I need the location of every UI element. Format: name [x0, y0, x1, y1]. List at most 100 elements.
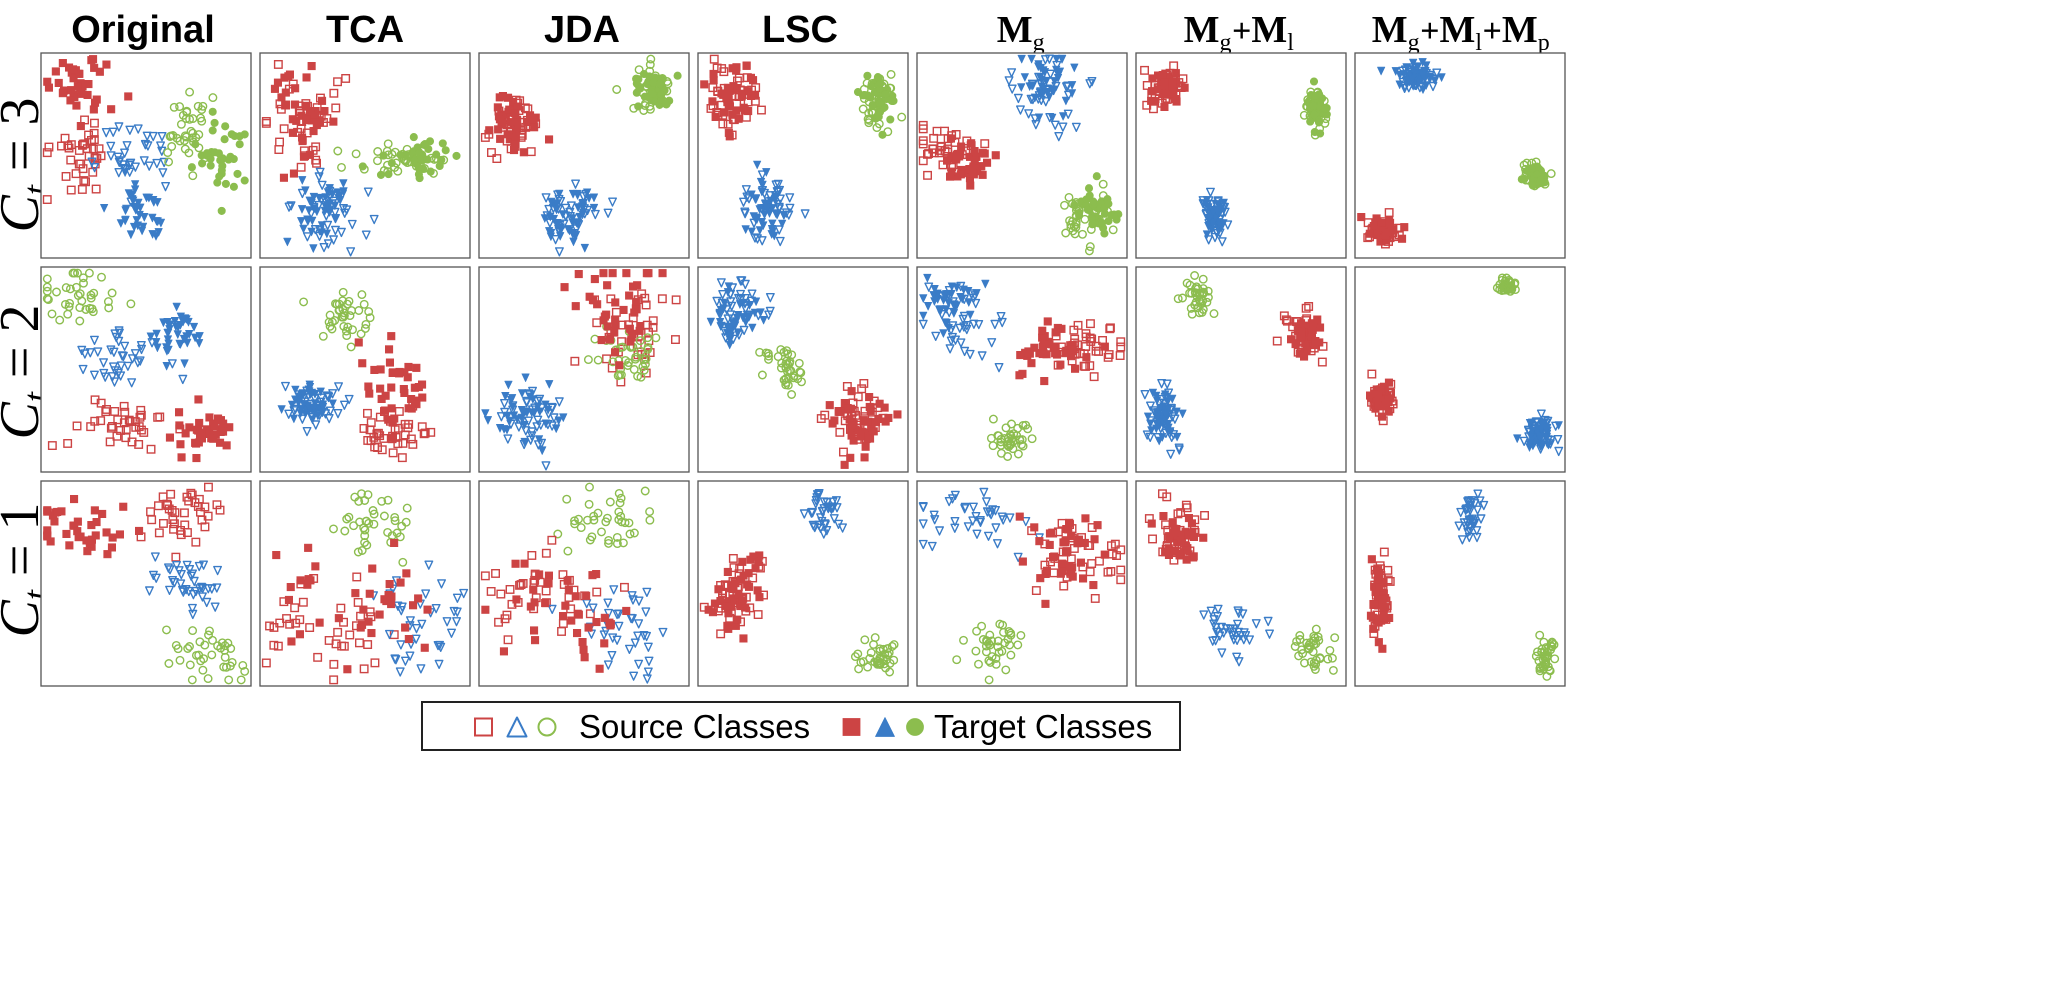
point-target-class1 [308, 216, 317, 226]
point-target-class1 [1205, 214, 1214, 224]
point-source-class0 [487, 148, 496, 158]
point-source-class2 [1070, 229, 1080, 239]
point-target-class0 [1030, 523, 1039, 532]
point-source-class1 [106, 345, 116, 355]
point-target-class2 [217, 166, 226, 175]
point-source-class1 [396, 640, 406, 650]
legend-box [421, 701, 1181, 751]
point-target-class1 [513, 415, 522, 424]
point-source-class0 [486, 587, 496, 596]
point-source-class1 [411, 634, 421, 644]
point-target-class1 [750, 308, 760, 318]
point-source-class2 [1071, 219, 1081, 229]
point-source-class1 [191, 586, 201, 597]
point-target-class0 [219, 427, 228, 436]
point-source-class1 [116, 361, 126, 371]
point-source-class0 [1384, 208, 1394, 218]
point-source-class1 [284, 202, 294, 212]
point-source-class0 [66, 155, 76, 165]
point-source-class1 [346, 247, 356, 257]
point-source-class2 [1061, 228, 1071, 238]
point-target-class1 [568, 214, 577, 223]
point-target-class2 [452, 151, 461, 160]
point-source-class2 [1499, 283, 1509, 293]
point-target-class0 [1381, 602, 1390, 611]
point-target-class1 [520, 420, 529, 430]
point-target-class1 [762, 168, 771, 177]
point-source-class1 [311, 420, 321, 430]
point-source-class1 [716, 278, 726, 288]
point-source-class0 [366, 418, 376, 428]
point-source-class0 [835, 427, 845, 437]
point-target-class0 [828, 419, 837, 428]
point-source-class0 [329, 88, 339, 98]
point-target-class1 [126, 230, 135, 239]
point-source-class2 [188, 114, 198, 124]
point-target-class1 [547, 197, 556, 207]
point-target-class0 [1165, 89, 1174, 98]
point-source-class0 [359, 664, 369, 674]
point-target-class0 [1383, 228, 1392, 237]
point-source-class1 [1464, 496, 1474, 506]
point-source-class0 [547, 535, 557, 545]
point-target-class0 [1168, 518, 1177, 527]
point-target-class1 [1017, 54, 1026, 64]
point-source-class0 [1066, 554, 1076, 564]
panel-r1-c5 [1135, 266, 1347, 473]
point-target-class1 [534, 435, 544, 444]
point-target-class2 [1528, 181, 1537, 190]
point-source-class2 [1190, 271, 1200, 280]
point-target-class0 [77, 89, 86, 98]
point-source-class1 [1145, 432, 1155, 442]
point-source-class2 [625, 529, 635, 539]
point-source-class0 [169, 519, 179, 529]
point-target-class2 [227, 130, 236, 139]
point-source-class2 [1017, 440, 1026, 450]
point-target-class1 [298, 176, 307, 185]
panel-r2-c2 [478, 480, 690, 687]
point-source-class1 [984, 531, 993, 541]
point-target-class1 [1070, 63, 1079, 73]
point-source-class0 [261, 658, 271, 668]
point-target-class0 [1061, 349, 1070, 358]
point-target-class0 [485, 126, 494, 135]
point-source-class2 [164, 157, 174, 167]
point-target-class1 [1422, 61, 1431, 70]
point-target-class1 [745, 300, 754, 310]
point-target-class1 [757, 218, 766, 227]
point-source-class1 [1013, 93, 1023, 104]
point-source-class0 [121, 425, 131, 434]
point-source-class1 [607, 651, 617, 661]
point-target-class0 [871, 418, 881, 427]
point-target-class1 [153, 198, 162, 207]
point-target-class0 [365, 389, 374, 398]
point-target-class0 [277, 93, 286, 102]
point-source-class2 [643, 344, 653, 354]
point-target-class1 [541, 400, 550, 410]
point-source-class2 [341, 326, 351, 336]
point-source-class0 [1103, 352, 1113, 362]
point-target-class0 [611, 320, 620, 330]
point-target-class2 [1084, 184, 1094, 193]
point-target-class1 [1213, 208, 1222, 217]
point-source-class1 [935, 526, 944, 536]
point-target-class0 [284, 595, 294, 605]
point-target-class0 [74, 69, 83, 78]
point-source-class1 [449, 606, 459, 617]
point-source-class0 [1059, 581, 1069, 591]
point-source-class2 [1098, 179, 1108, 189]
point-source-class1 [816, 523, 826, 533]
point-source-class2 [162, 625, 171, 635]
point-target-class1 [299, 224, 308, 234]
point-target-class1 [944, 323, 953, 333]
point-target-class1 [725, 340, 734, 350]
point-target-class0 [272, 550, 281, 560]
point-source-class1 [1005, 513, 1015, 523]
panel-points [918, 273, 1126, 461]
point-target-class0 [423, 605, 432, 614]
point-target-class0 [90, 63, 99, 72]
point-source-class2 [1013, 449, 1023, 459]
point-source-class0 [1383, 565, 1393, 575]
point-source-class1 [1234, 657, 1244, 667]
point-source-class2 [175, 102, 185, 112]
